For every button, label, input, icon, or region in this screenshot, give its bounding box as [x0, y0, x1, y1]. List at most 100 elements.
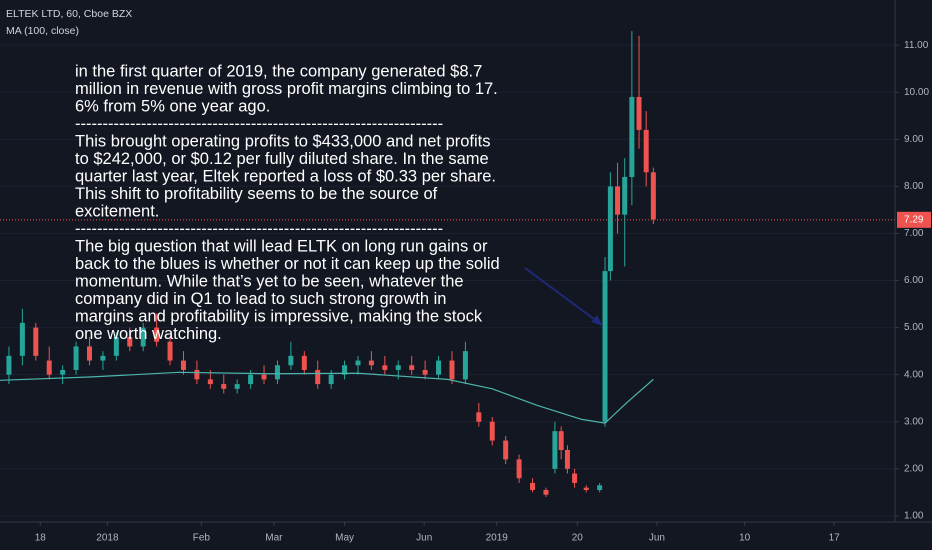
- candle-body: [622, 176, 628, 215]
- y-tick-label: 2.00: [904, 463, 924, 474]
- annotation-line: company did in Q1 to lead to such strong…: [75, 290, 446, 308]
- last-price-label: 7.29: [904, 214, 924, 225]
- last-price-tag: [897, 211, 931, 228]
- annotation-line: The big question that will lead ELTK on …: [75, 237, 488, 255]
- annotation-line: margins and profitability is impressive,…: [75, 307, 483, 325]
- candle-body: [636, 96, 642, 130]
- candle-body: [558, 431, 564, 450]
- candle-body: [342, 365, 348, 375]
- candle-body: [33, 327, 39, 356]
- candle-body: [650, 172, 656, 220]
- candle-body: [597, 485, 603, 490]
- x-tick-label: 17: [829, 533, 841, 544]
- candle-body: [19, 322, 25, 356]
- candle-body: [140, 327, 146, 347]
- candle-body: [436, 360, 442, 375]
- candle-body: [543, 489, 549, 495]
- candle-body: [449, 360, 455, 380]
- annotation-line: 6% from 5% one year ago.: [75, 97, 270, 115]
- candle-body: [530, 482, 536, 490]
- x-tick-label: 10: [739, 533, 751, 544]
- annotation: in the first quarter of 2019, the compan…: [75, 62, 500, 343]
- x-tick-label: Jun: [649, 533, 665, 544]
- y-tick-label: 10.00: [904, 87, 929, 98]
- candle-body: [60, 369, 66, 375]
- candle-body: [274, 365, 280, 380]
- candle-body: [180, 360, 186, 370]
- candle-body: [503, 440, 509, 460]
- candle-body: [583, 487, 589, 490]
- candle-body: [194, 369, 200, 380]
- x-tick-label: Feb: [193, 533, 211, 544]
- candle-body: [602, 271, 608, 422]
- annotation-line: excitement.: [75, 202, 159, 220]
- candle-body: [382, 365, 388, 370]
- candle-body: [73, 346, 79, 370]
- candle-body: [288, 355, 294, 366]
- candle-body: [629, 96, 635, 177]
- x-tick-label: Mar: [265, 533, 283, 544]
- y-tick-label: 8.00: [904, 181, 924, 192]
- candle-body: [248, 374, 254, 385]
- candle-body: [395, 365, 401, 370]
- candle-body: [301, 355, 307, 370]
- y-tick-label: 5.00: [904, 322, 924, 333]
- annotation-line: million in revenue with gross profit mar…: [75, 80, 498, 98]
- candle-body: [476, 412, 482, 422]
- indicator-legend: MA (100, close): [6, 25, 79, 37]
- annotation-line: ----------------------------------------…: [75, 115, 443, 133]
- x-tick-label: 2019: [486, 533, 509, 544]
- candle-body: [46, 360, 52, 375]
- candle-body: [207, 379, 213, 385]
- candle-body: [261, 374, 267, 380]
- annotation-line: This shift to profitability seems to be …: [75, 185, 438, 203]
- plot: [0, 31, 899, 526]
- candle-body: [462, 351, 468, 380]
- annotation-line: This brought operating profits to $433,0…: [75, 132, 491, 150]
- y-tick-label: 6.00: [904, 275, 924, 286]
- annotation-line: one worth watching.: [75, 325, 222, 343]
- arrow: [524, 267, 599, 323]
- x-tick-label: 2018: [96, 533, 119, 544]
- candle-body: [355, 360, 361, 366]
- candle-body: [221, 384, 227, 389]
- x-tick-label: 18: [35, 533, 47, 544]
- candle-body: [422, 369, 428, 375]
- candle-body: [572, 473, 578, 483]
- symbol-title: ELTEK LTD, 60, Cboe BZX: [6, 8, 132, 20]
- candle-body: [113, 337, 119, 356]
- candle-body: [154, 327, 160, 342]
- candle-body: [167, 341, 173, 361]
- annotation-line: ----------------------------------------…: [75, 220, 443, 238]
- candle-body: [552, 431, 558, 469]
- annotation-line: in the first quarter of 2019, the compan…: [75, 62, 482, 80]
- y-tick-label: 4.00: [904, 369, 924, 380]
- candle-body: [564, 449, 570, 469]
- arrow-head: [591, 315, 603, 326]
- x-tick-label: 20: [572, 533, 584, 544]
- x-tick-label: May: [335, 533, 354, 544]
- candle-body: [643, 129, 649, 173]
- candle-body: [516, 459, 522, 479]
- x-tick-label: Jun: [416, 533, 432, 544]
- annotation-line: momentum. While that’s yet to be seen, w…: [75, 272, 464, 290]
- candle-body: [87, 346, 92, 361]
- candle-body: [409, 365, 415, 370]
- candle-body: [100, 355, 106, 361]
- candle-body: [607, 186, 613, 272]
- candle-body: [234, 384, 240, 389]
- candle-body: [6, 355, 12, 375]
- moving-average: [0, 371, 654, 424]
- annotation-line: quarter last year, Eltek reported a loss…: [75, 167, 496, 185]
- candle-body: [615, 186, 621, 215]
- candle-body: [489, 421, 495, 441]
- candle-body: [328, 374, 334, 385]
- annotation-line: back to the blues is whether or not it c…: [75, 255, 500, 273]
- candle-body: [315, 369, 321, 385]
- y-tick-label: 1.00: [904, 511, 924, 522]
- y-tick-label: 11.00: [904, 40, 929, 51]
- y-tick-label: 3.00: [904, 416, 924, 427]
- candle-body: [127, 337, 133, 347]
